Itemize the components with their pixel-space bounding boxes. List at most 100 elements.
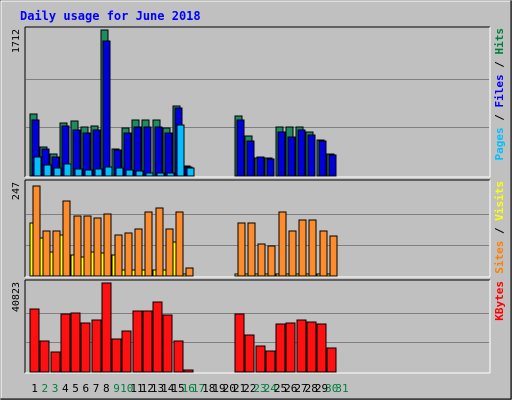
bar-sites-day-13 [155,207,164,277]
x-tick-label: 6 [82,382,89,395]
x-tick-label: 15 [171,382,184,395]
bar-sites-day-2 [42,230,51,277]
bar-sites-day-15 [175,211,184,277]
x-tick-label: 9 [113,382,120,395]
axis-max-label: 247 [11,182,22,200]
bar-sites-day-9 [114,234,123,277]
bar-kbytes-day-25 [275,323,286,373]
bar-sites-day-4 [62,200,71,277]
x-tick-label: 16 [182,382,195,395]
bar-kbytes-day-10 [121,330,132,373]
bar-kbytes-day-30 [326,347,337,373]
bar-kbytes-day-8 [101,282,112,373]
bar-files-day-27 [297,129,306,177]
axis-max-label: 40823 [11,282,22,312]
bar-sites-day-25 [278,211,287,277]
bar-kbytes-day-24 [265,350,276,373]
bar-sites-day-21 [237,222,246,277]
series-sites [32,185,338,277]
bar-kbytes-day-12 [142,310,153,373]
x-tick-label: 17 [192,382,205,395]
bar-kbytes-day-2 [39,340,50,373]
bar-kbytes-day-22 [244,334,255,373]
bar-kbytes-day-16 [183,369,194,373]
bar-pages-day-11 [135,170,144,177]
legend-separator: / [493,55,506,75]
legend-entry-kbytes: KBytes [493,281,506,321]
bar-kbytes-day-27 [296,319,307,373]
bar-sites-day-29 [319,230,328,277]
x-tick-label: 24 [264,382,278,395]
x-tick-label: 26 [284,382,297,395]
x-tick-label: 11 [130,382,143,395]
legend-entry-sites: Sites [493,241,506,274]
bar-pages-day-6 [84,169,93,177]
bar-files-day-12 [143,126,152,177]
x-tick-label: 14 [161,382,175,395]
chart-title: Daily usage for June 2018 [20,9,201,23]
bar-files-day-11 [133,126,142,177]
x-tick-label: 3 [52,382,59,395]
x-tick-label: 22 [243,382,256,395]
bar-files-day-28 [307,134,316,177]
series-kbytes [29,282,337,373]
legend: Sites / Visits [493,181,506,274]
bar-pages-day-4 [63,163,72,177]
bar-pages-day-3 [53,167,62,177]
bar-kbytes-day-23 [255,345,266,373]
x-tick-label: 10 [120,382,133,395]
panel-mid: 247 Sites / Visits [11,179,506,278]
bar-kbytes-day-11 [132,310,143,373]
bar-sites-day-11 [134,228,143,277]
bar-kbytes-day-29 [316,323,327,373]
bar-kbytes-day-6 [80,322,91,373]
x-tick-label: 2 [41,382,48,395]
legend: Pages / Files / Hits [493,28,506,161]
legend-separator: / [493,108,506,128]
bar-sites-day-10 [124,232,133,277]
bar-files-day-23 [256,156,265,177]
legend: KBytes [493,281,506,321]
bar-sites-day-5 [73,215,82,277]
x-tick-label: 8 [103,382,110,395]
bar-kbytes-day-1 [29,308,40,373]
bar-files-day-8 [102,40,111,177]
bar-pages-day-14 [166,172,175,177]
bar-sites-day-23 [257,243,266,277]
legend-entry-files: Files [493,74,506,107]
x-tick-label: 1 [31,382,38,395]
bar-pages-day-12 [145,172,154,177]
bar-files-day-13 [154,126,163,177]
bar-files-day-25 [277,131,286,177]
x-tick-label: 30 [325,382,338,395]
bar-kbytes-day-4 [60,313,71,373]
x-tick-label: 23 [253,382,266,395]
axis-max-label: 1712 [11,29,22,53]
bar-pages-day-1 [33,156,42,177]
bar-sites-day-16 [185,267,194,277]
bar-kbytes-day-9 [111,338,122,373]
bar-kbytes-day-5 [70,312,81,373]
bar-kbytes-day-21 [234,313,245,373]
legend-entry-hits: Hits [493,28,506,55]
bar-pages-day-7 [94,168,103,177]
x-tick-label: 4 [62,382,69,395]
legend-entry-pages: Pages [493,127,506,160]
bar-sites-day-1 [32,185,41,277]
bar-sites-day-14 [165,228,174,277]
bar-kbytes-day-15 [173,340,184,373]
bar-files-day-26 [287,136,296,177]
bar-files-day-22 [246,140,255,177]
bar-sites-day-7 [93,217,102,277]
x-tick-label: 31 [335,382,348,395]
bar-sites-day-12 [144,211,153,277]
x-tick-label: 19 [212,382,225,395]
bar-kbytes-day-26 [285,322,296,373]
x-tick-label: 28 [305,382,318,395]
legend-entry-visits: Visits [493,181,506,221]
bar-pages-day-16 [186,167,195,177]
bar-sites-day-24 [267,245,276,277]
x-tick-label: 7 [93,382,100,395]
bar-kbytes-day-28 [306,321,317,373]
